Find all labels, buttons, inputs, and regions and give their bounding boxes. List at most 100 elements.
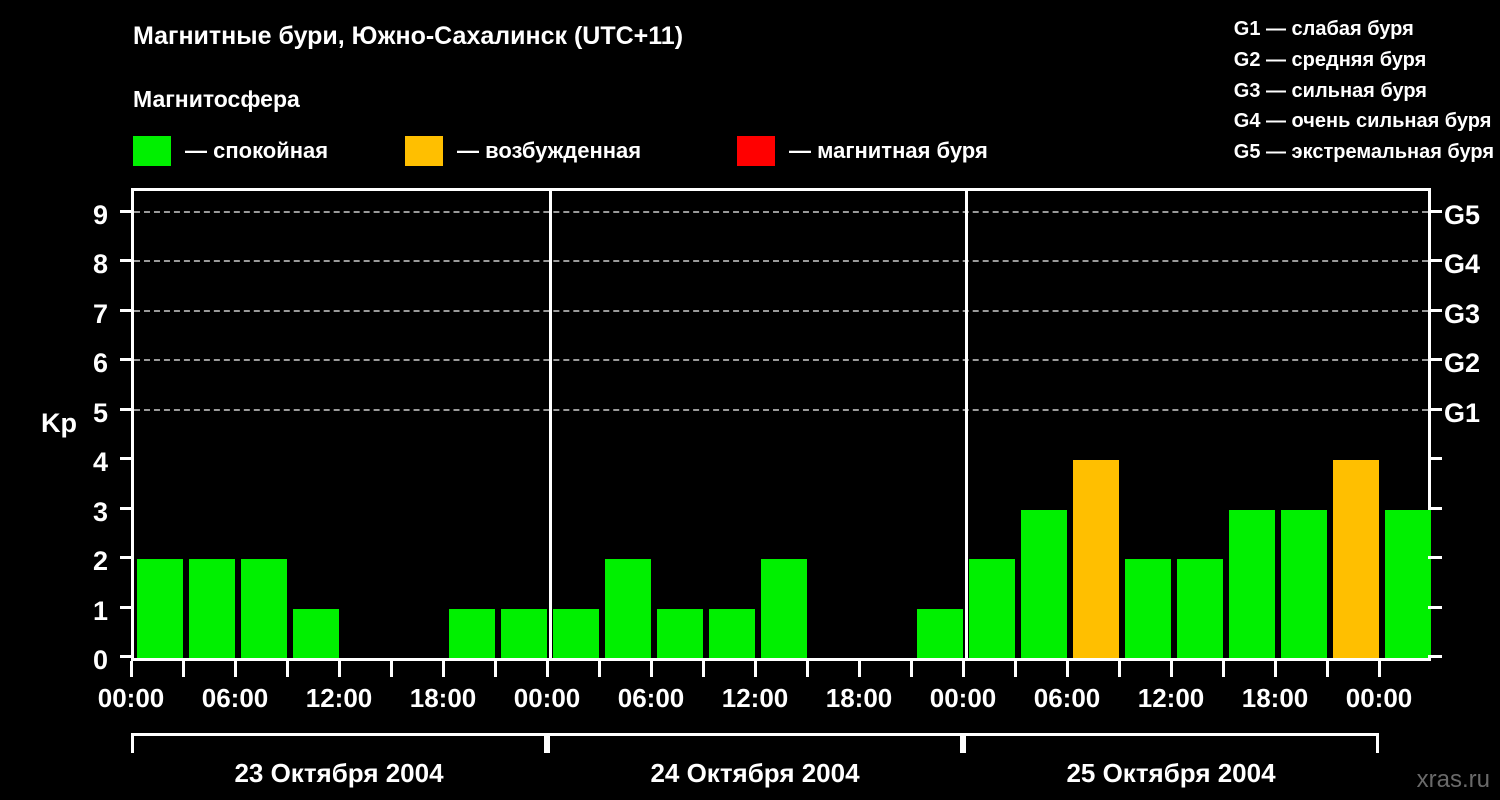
x-tick-0h — [130, 661, 133, 677]
x-tick-21h — [494, 661, 497, 677]
day-divider — [965, 191, 968, 658]
x-tick-label-2: 12:00 — [305, 683, 373, 713]
x-tick-66h — [1274, 661, 1277, 677]
legend-label-excited: — возбужденная — [457, 138, 642, 163]
bar — [761, 559, 807, 658]
watermark: xras.ru — [1416, 766, 1490, 793]
bar — [917, 608, 963, 658]
x-tick-label-10: 12:00 — [1137, 683, 1205, 713]
x-tick-label-0: 00:00 — [97, 683, 165, 713]
x-tick-48h — [962, 661, 965, 677]
x-tick-57h — [1118, 661, 1121, 677]
date-label-3: 25 Октября 2004 — [1066, 758, 1276, 788]
x-tick-label-4: 00:00 — [513, 683, 581, 713]
y-tick-label-6: 6 — [92, 348, 108, 379]
legend-swatch-storm — [737, 136, 775, 166]
g-legend-row-1: G1 — слабая буря — [1233, 18, 1414, 40]
y-tick-6 — [120, 358, 134, 362]
y-tick-label-1: 1 — [92, 595, 108, 626]
x-tick-label-1: 06:00 — [201, 683, 269, 713]
day-divider — [549, 191, 552, 658]
plot-inner — [134, 191, 1431, 658]
x-tick-15h — [390, 661, 393, 677]
bar — [553, 608, 599, 658]
x-tick-30h — [650, 661, 653, 677]
x-tick-label-3: 18:00 — [409, 683, 477, 713]
bar — [1177, 559, 1223, 658]
bar — [1021, 509, 1067, 658]
g-legend-row-3: G3 — сильная буря — [1233, 79, 1427, 102]
date-bracket-1 — [131, 733, 547, 753]
legend-item-quiet: — спокойная — [133, 134, 328, 168]
g-scale-label-G4: G4 — [1444, 249, 1481, 280]
gridline-kp-5 — [134, 408, 1428, 411]
gridline-kp-6 — [134, 359, 1428, 362]
y-right-tick-9 — [1428, 209, 1442, 213]
y-tick-3 — [120, 506, 134, 510]
x-tick-12h — [338, 661, 341, 677]
y-tick-8 — [120, 259, 134, 263]
y-right-tick-5 — [1428, 407, 1442, 411]
y-tick-label-8: 8 — [92, 249, 108, 280]
y-tick-7 — [120, 308, 134, 312]
y-tick-9 — [120, 209, 134, 213]
x-tick-60h — [1170, 661, 1173, 677]
y-tick-label-5: 5 — [92, 397, 108, 428]
magnetosphere-section-label: Магнитосфера — [133, 86, 300, 112]
x-tick-45h — [910, 661, 913, 677]
bar — [501, 608, 547, 658]
x-tick-label-11: 18:00 — [1241, 683, 1309, 713]
legend-label-quiet: — спокойная — [185, 138, 329, 163]
y-tick-label-3: 3 — [92, 496, 108, 527]
gridline-kp-9 — [134, 210, 1428, 213]
bar — [137, 559, 183, 658]
x-tick-label-6: 12:00 — [721, 683, 789, 713]
x-axis: 00:00 06:00 12:00 18:00 00:00 06:00 12:00 18:00… — [98, 658, 1431, 713]
y-right-tick-4 — [1428, 457, 1442, 461]
y-tick-0 — [120, 655, 134, 658]
x-tick-6h — [234, 661, 237, 677]
date-label-2: 24 Октября 2004 — [650, 758, 860, 788]
legend-item-excited: — возбужденная — [405, 134, 641, 168]
bar — [1073, 460, 1119, 658]
x-tick-18h — [442, 661, 445, 677]
bar — [1281, 509, 1327, 658]
g-scale-legend: G1 — слабая буря G2 — средняя буря G3 — си… — [1234, 14, 1494, 168]
y-right-tick-7 — [1428, 308, 1442, 312]
y-right-tick-0 — [1428, 655, 1442, 658]
x-tick-39h — [806, 661, 809, 677]
y-right-tick-8 — [1428, 259, 1442, 263]
legend-swatch-excited — [405, 136, 443, 166]
bar — [709, 608, 755, 658]
y-right-tick-6 — [1428, 358, 1442, 362]
bar — [1385, 509, 1431, 658]
bar — [969, 559, 1015, 658]
legend-label-storm: — магнитная буря — [789, 138, 988, 163]
y-tick-label-2: 2 — [92, 546, 108, 577]
legend-item-storm: — магнитная буря — [737, 134, 988, 168]
x-tick-33h — [702, 661, 705, 677]
g-scale-label-G3: G3 — [1444, 298, 1481, 329]
date-bracket-3 — [963, 733, 1379, 753]
bar — [1125, 559, 1171, 658]
x-tick-24h — [546, 661, 549, 677]
y-tick-label-4: 4 — [92, 447, 108, 478]
bar — [1229, 509, 1275, 658]
y-tick-5 — [120, 407, 134, 411]
g-legend-row-5: G5 — экстремальная буря — [1233, 141, 1494, 164]
x-tick-label-7: 18:00 — [825, 683, 893, 713]
date-bracket-2 — [547, 733, 963, 753]
y-right-tick-1 — [1428, 605, 1442, 609]
x-tick-label-12: 00:00 — [1345, 683, 1413, 713]
x-tick-label-8: 00:00 — [929, 683, 997, 713]
bar — [657, 608, 703, 658]
y-tick-label-0: 0 — [92, 645, 108, 675]
x-tick-72h — [1378, 661, 1381, 677]
x-tick-42h — [858, 661, 861, 677]
bar — [1333, 460, 1379, 658]
g-legend-row-2: G2 — средняя буря — [1233, 48, 1427, 71]
x-tick-36h — [754, 661, 757, 677]
x-tick-54h — [1066, 661, 1069, 677]
x-tick-label-5: 06:00 — [617, 683, 685, 713]
